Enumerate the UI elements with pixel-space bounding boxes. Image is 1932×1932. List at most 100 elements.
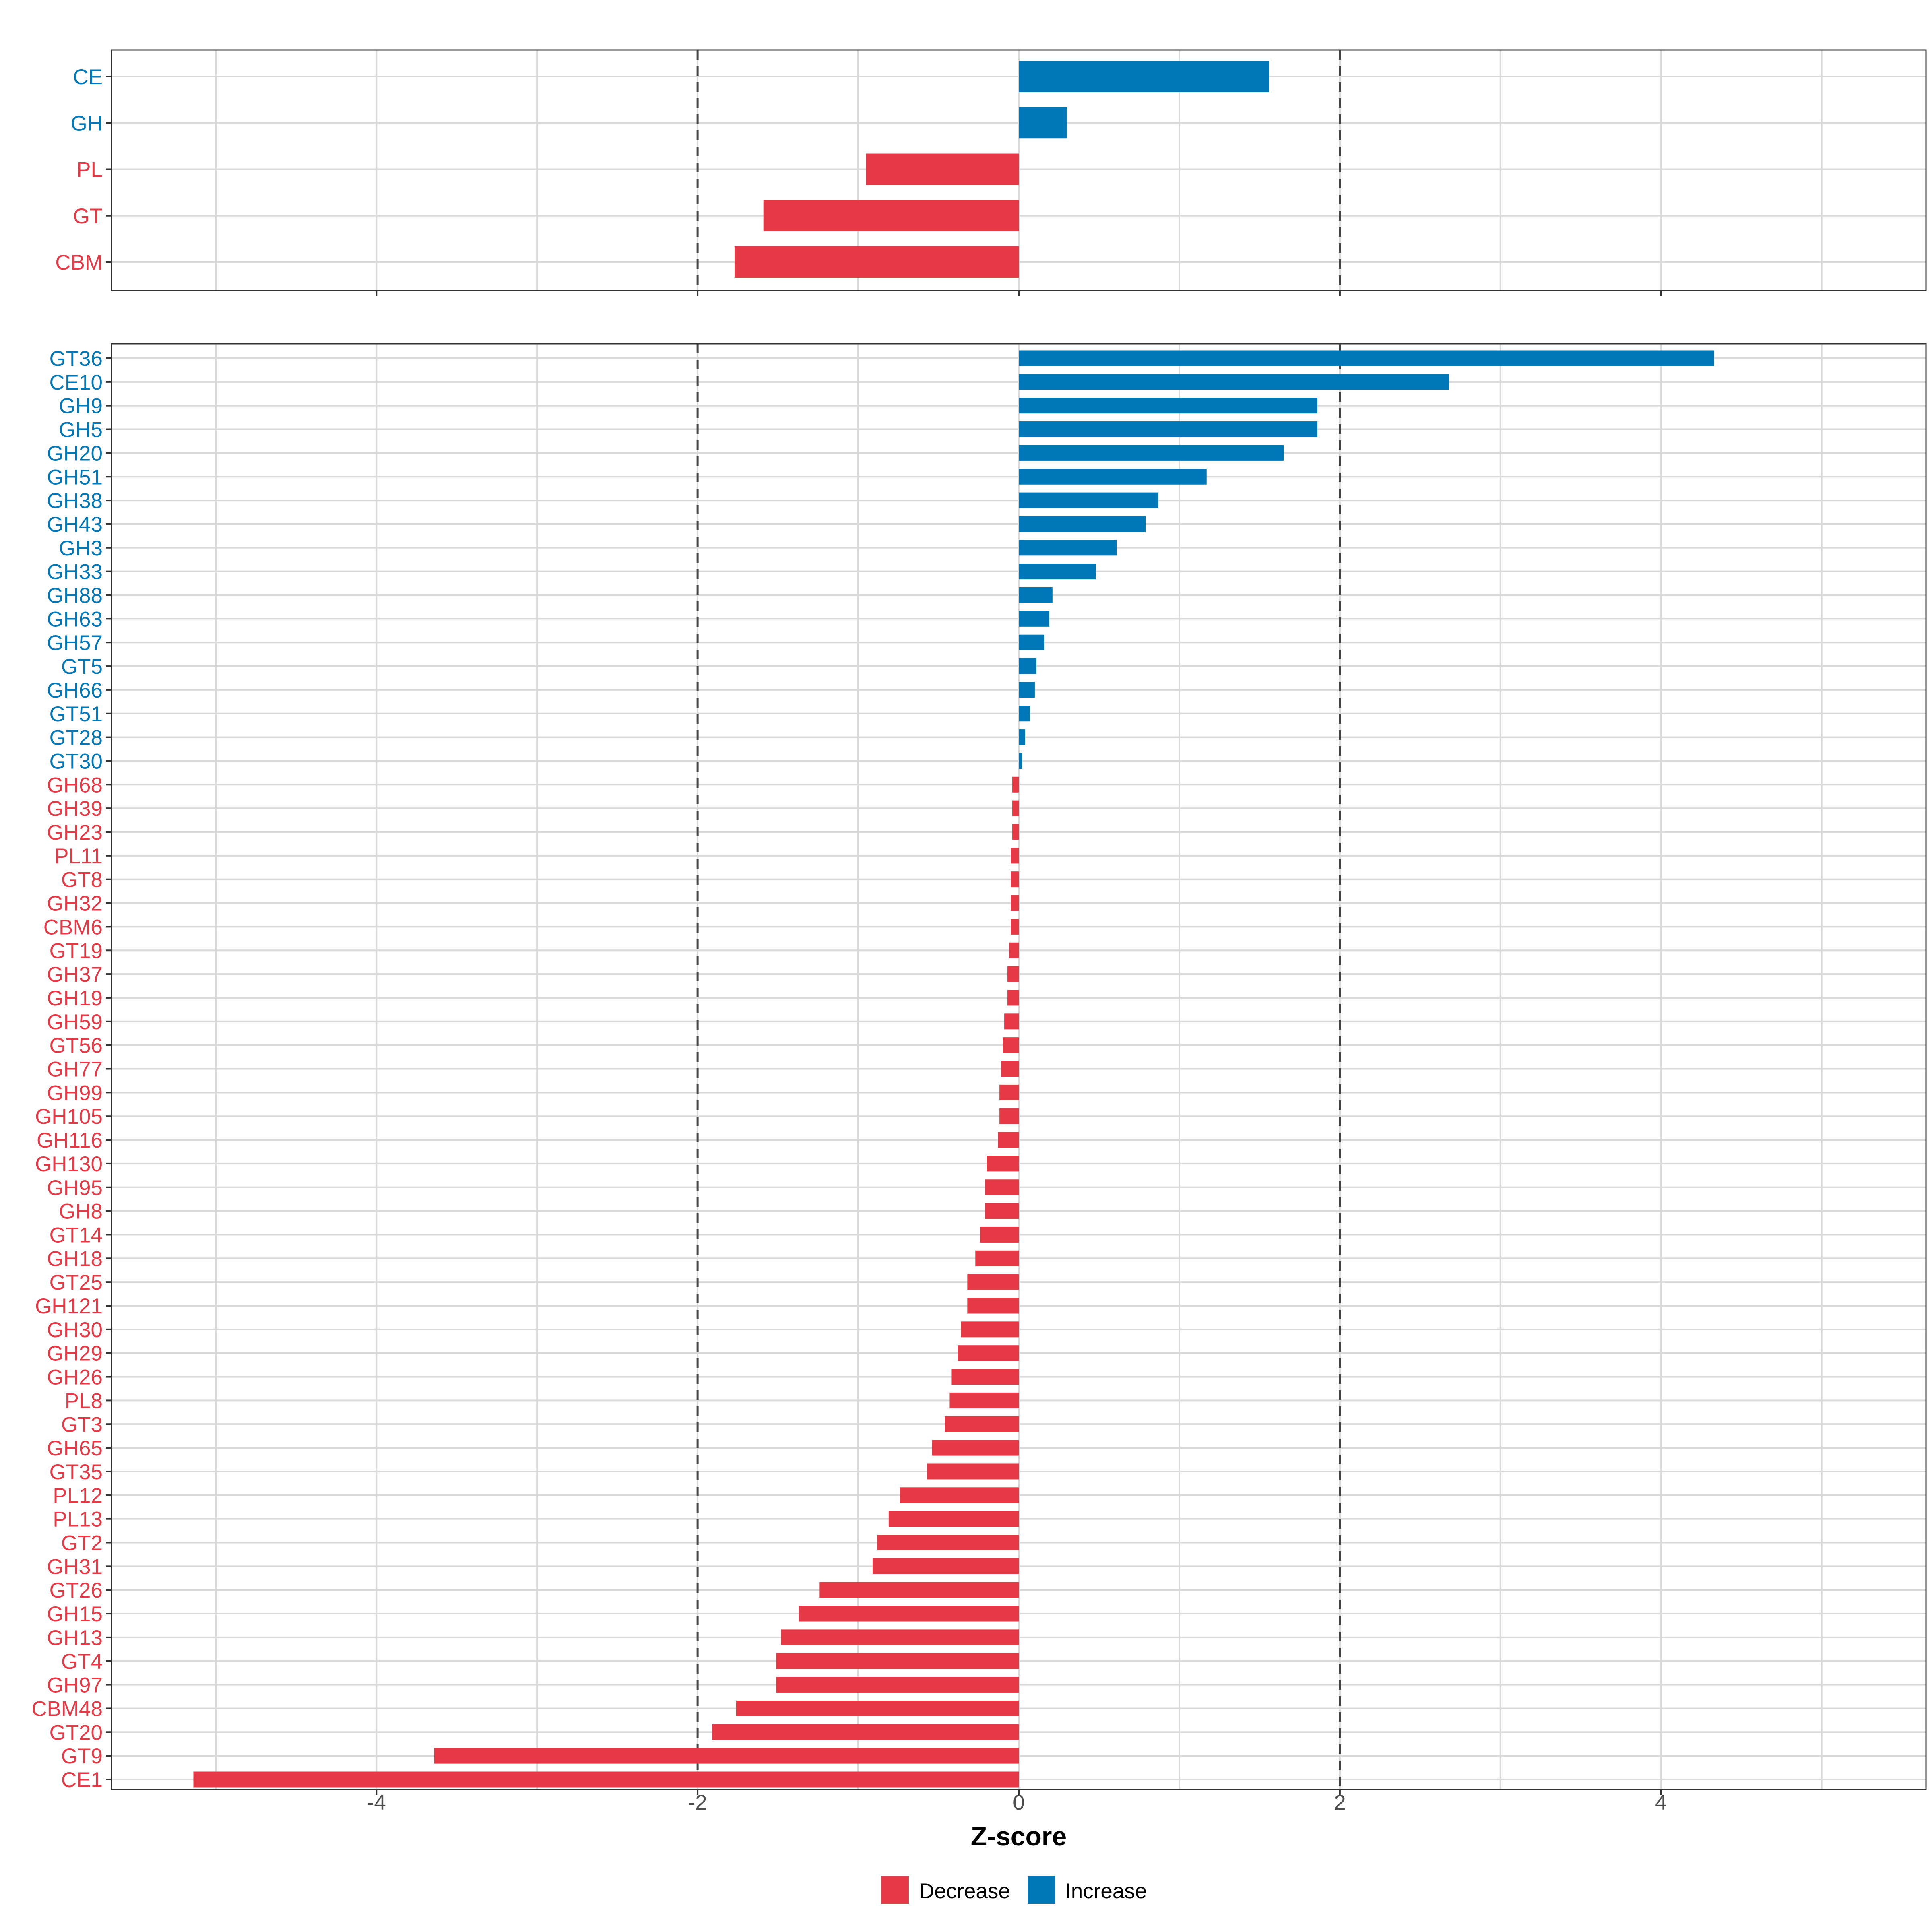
bar-GH95	[985, 1179, 1019, 1195]
bar-GT3	[945, 1416, 1019, 1432]
y-tick-label-GH130: GH130	[35, 1152, 103, 1176]
bar-PL	[866, 153, 1019, 185]
bar-GH32	[1011, 895, 1019, 911]
bar-GH121	[967, 1298, 1019, 1314]
y-tick-label-GT56: GT56	[49, 1034, 103, 1058]
bar-GH9	[1019, 398, 1318, 414]
bar-GH15	[799, 1606, 1019, 1622]
bar-GT28	[1019, 729, 1025, 745]
bar-GH63	[1019, 611, 1049, 627]
class-panel: CE GH PL GT CBM	[55, 49, 1927, 296]
bar-GH97	[776, 1677, 1019, 1693]
bar-GT19	[1009, 942, 1019, 958]
bar-GH19	[1007, 990, 1019, 1006]
y-tick-label-GT30: GT30	[49, 749, 103, 773]
x-tick-label: 4	[1655, 1791, 1667, 1814]
y-tick-label-CE1: CE1	[61, 1768, 103, 1792]
bar-GT26	[819, 1582, 1019, 1598]
y-tick-label-GH8: GH8	[59, 1200, 103, 1224]
x-axis-title: Z-score	[971, 1821, 1067, 1851]
bar-GH130	[987, 1156, 1019, 1172]
y-tick-label-GH31: GH31	[47, 1555, 103, 1579]
bar-GH66	[1019, 682, 1035, 698]
bar-GH26	[951, 1369, 1019, 1385]
y-tick-label-GH97: GH97	[47, 1674, 103, 1697]
bar-GH38	[1019, 492, 1159, 508]
y-tick-label-PL11: PL11	[54, 844, 103, 868]
bar-CE10	[1019, 374, 1449, 390]
bar-CE	[1019, 61, 1269, 92]
y-tick-label-GT51: GT51	[49, 702, 103, 726]
bar-CBM6	[1011, 919, 1019, 935]
y-tick-label-GH: GH	[71, 111, 103, 135]
bar-GT5	[1019, 658, 1036, 674]
bar-GT	[763, 200, 1019, 231]
x-tick-label: -4	[367, 1791, 386, 1814]
bar-GH30	[961, 1321, 1019, 1338]
bar-GH23	[1012, 824, 1019, 840]
y-tick-label-GH39: GH39	[47, 797, 103, 821]
family-panel: GT36CE10GH9GH5GH20GH51GH38GH43GH3GH33GH8…	[31, 343, 1927, 1795]
bar-GH57	[1019, 634, 1044, 650]
bar-PL8	[949, 1392, 1019, 1408]
y-tick-label-GH63: GH63	[47, 607, 103, 631]
y-tick-label-GH95: GH95	[47, 1176, 103, 1200]
bar-GH20	[1019, 445, 1284, 461]
bar-PL13	[888, 1511, 1019, 1527]
bar-GT56	[1003, 1037, 1019, 1053]
bar-GT36	[1019, 350, 1714, 366]
bar-GT35	[927, 1463, 1019, 1480]
legend-label-decrease: Decrease	[919, 1879, 1010, 1903]
y-tick-label-GH77: GH77	[47, 1058, 103, 1082]
bar-GH13	[781, 1629, 1019, 1645]
bar-CBM48	[736, 1700, 1019, 1716]
y-tick-label-PL12: PL12	[53, 1484, 103, 1508]
legend: Decrease Increase	[881, 1876, 1147, 1904]
y-tick-label-GT36: GT36	[49, 347, 103, 371]
y-tick-label-GH19: GH19	[47, 987, 103, 1010]
y-tick-label-GH33: GH33	[47, 560, 103, 584]
y-tick-label-GH15: GH15	[47, 1602, 103, 1626]
y-tick-label-GH26: GH26	[47, 1366, 103, 1389]
y-tick-label-GT35: GT35	[49, 1460, 103, 1484]
bar-GH43	[1019, 516, 1146, 532]
y-tick-label-GH29: GH29	[47, 1342, 103, 1366]
y-tick-label-GH23: GH23	[47, 821, 103, 844]
y-tick-label-GH65: GH65	[47, 1437, 103, 1460]
bar-GT2	[877, 1535, 1019, 1550]
bar-GH88	[1019, 587, 1053, 603]
bar-CBM	[734, 246, 1019, 278]
bar-GH	[1019, 107, 1067, 139]
y-tick-label-GH43: GH43	[47, 513, 103, 537]
bar-GH29	[958, 1345, 1019, 1361]
y-tick-label-GH37: GH37	[47, 963, 103, 987]
legend-label-increase: Increase	[1065, 1879, 1147, 1903]
y-tick-label-GT20: GT20	[49, 1721, 103, 1744]
y-tick-label-GT14: GT14	[49, 1223, 103, 1247]
legend-swatch-increase	[1028, 1876, 1055, 1904]
y-tick-label-GH105: GH105	[35, 1105, 103, 1129]
x-axis: -4 -2 0 2 4	[367, 1791, 1667, 1814]
bar-GH59	[1004, 1013, 1019, 1030]
y-tick-label-GH88: GH88	[47, 584, 103, 608]
y-tick-label-GT26: GT26	[49, 1579, 103, 1602]
y-tick-label-GH18: GH18	[47, 1247, 103, 1271]
y-tick-label-GT9: GT9	[61, 1744, 103, 1768]
bar-GH105	[999, 1108, 1019, 1124]
y-tick-label-GH5: GH5	[59, 418, 103, 442]
bar-GH31	[872, 1558, 1019, 1574]
y-tick-label-CBM: CBM	[55, 251, 103, 275]
bar-GT25	[967, 1274, 1019, 1290]
bar-GH5	[1019, 421, 1318, 438]
y-tick-label-GH121: GH121	[35, 1294, 103, 1318]
bar-CE1	[193, 1771, 1019, 1788]
bar-GH8	[985, 1203, 1019, 1219]
bar-GT9	[434, 1748, 1019, 1764]
y-tick-label-GH99: GH99	[47, 1081, 103, 1105]
y-tick-label-GH3: GH3	[59, 537, 103, 560]
bar-PL12	[900, 1487, 1019, 1503]
bar-GT14	[980, 1226, 1019, 1243]
bar-GT51	[1019, 706, 1030, 722]
y-tick-label-GH13: GH13	[47, 1626, 103, 1650]
